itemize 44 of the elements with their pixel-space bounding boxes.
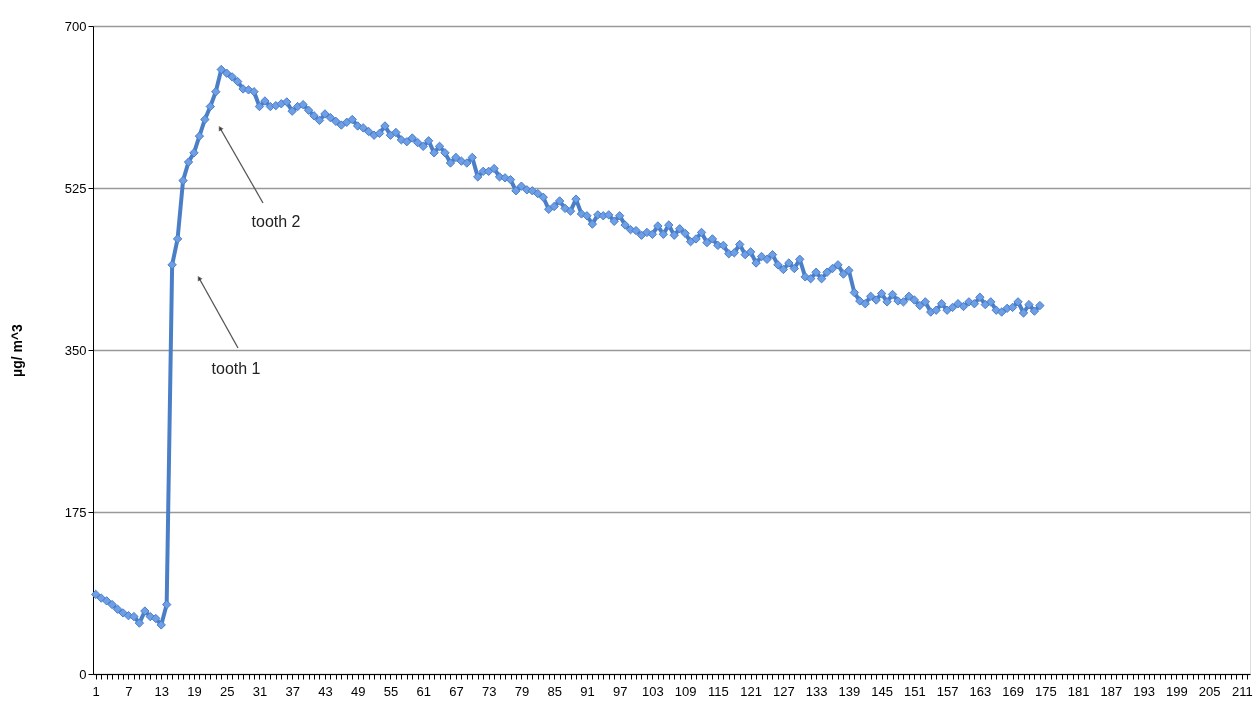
- y-tick-label: 175: [64, 504, 87, 520]
- x-tick-label: 121: [740, 683, 762, 699]
- x-tick-label: 55: [383, 683, 399, 699]
- y-tick-label: 525: [64, 180, 87, 196]
- x-tick-label: 31: [252, 683, 268, 699]
- x-tick-label: 187: [1100, 683, 1123, 699]
- x-tick-label: 175: [1034, 683, 1057, 699]
- x-tick-label: 145: [871, 683, 893, 699]
- x-tick-label: 133: [805, 683, 828, 699]
- x-tick-label: 193: [1133, 683, 1155, 699]
- x-tick-label: 73: [481, 683, 497, 699]
- x-tick-label: 19: [187, 683, 202, 699]
- x-tick-label: 49: [350, 683, 366, 699]
- x-tick-label: 127: [773, 683, 795, 699]
- x-tick-label: 85: [547, 683, 562, 699]
- x-tick-label: 211: [1231, 683, 1253, 699]
- y-tick-label: 700: [64, 18, 87, 34]
- x-tick-label: 181: [1067, 683, 1090, 699]
- x-tick-label: 115: [708, 683, 729, 699]
- y-tick-label: 350: [64, 342, 87, 358]
- x-tick-label: 7: [125, 683, 133, 699]
- x-tick-label: 97: [612, 683, 628, 699]
- x-tick-label: 79: [514, 683, 530, 699]
- annotation: tooth 2: [251, 213, 301, 230]
- x-tick-label: 169: [1002, 683, 1024, 699]
- x-tick-label: 109: [674, 683, 697, 699]
- x-tick-label: 37: [285, 683, 300, 699]
- x-tick-label: 91: [580, 683, 595, 699]
- x-tick-label: 13: [154, 683, 169, 699]
- x-tick-label: 205: [1198, 683, 1221, 699]
- x-tick-label: 199: [1165, 683, 1188, 699]
- x-tick-label: 139: [838, 683, 861, 699]
- x-tick-label: 1: [92, 683, 100, 699]
- x-tick-label: 151: [904, 683, 926, 699]
- x-tick-label: 43: [318, 683, 333, 699]
- x-tick-label: 25: [219, 683, 235, 699]
- x-tick-label: 61: [416, 683, 431, 699]
- x-tick-label: 67: [449, 683, 464, 699]
- annotation: tooth 1: [211, 360, 261, 377]
- y-axis-title: µg/ m^3: [8, 323, 25, 377]
- x-tick-label: 103: [642, 683, 664, 699]
- x-tick-label: 157: [936, 683, 959, 699]
- x-tick-label: 163: [969, 683, 992, 699]
- y-tick-label: 0: [79, 666, 87, 682]
